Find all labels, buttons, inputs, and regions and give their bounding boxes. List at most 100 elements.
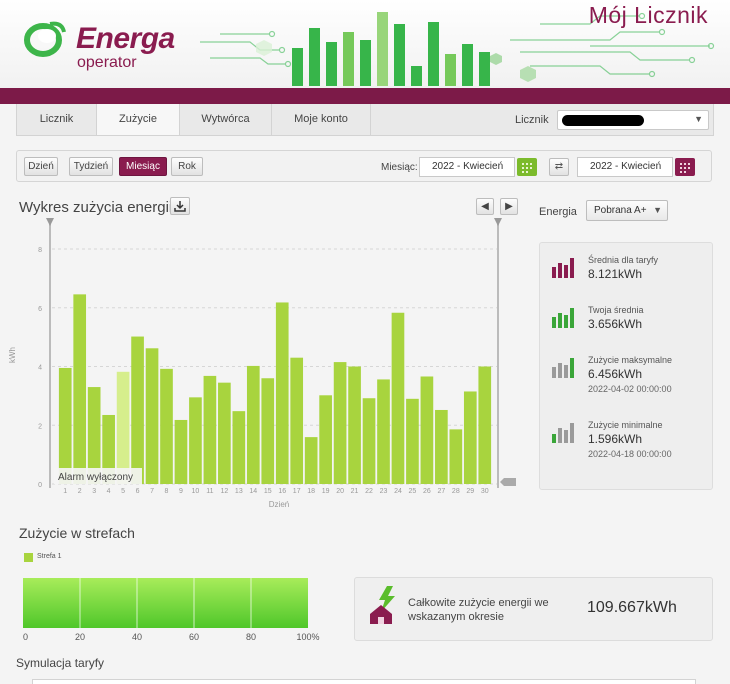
bar-day-14[interactable] [246, 365, 260, 484]
bar-day-20[interactable] [333, 362, 347, 484]
chart-title: Wykres zużycia energii [19, 199, 173, 216]
brand-sub: operator [77, 54, 137, 71]
energy-label: Energia [539, 206, 577, 218]
y-axis-title: kWh [8, 347, 17, 363]
period-day-button[interactable]: Dzień [24, 157, 58, 176]
bar-day-9[interactable] [174, 419, 188, 484]
bar-day-6[interactable] [131, 336, 144, 484]
month-to-field[interactable]: 2022 - Kwiecień [577, 157, 673, 177]
stat-label: Zużycie minimalne [588, 420, 663, 430]
y-tick-label: 4 [38, 365, 42, 372]
bar-day-13[interactable] [232, 411, 246, 484]
bar-day-25[interactable] [406, 398, 419, 484]
brand-name: Energa [76, 22, 175, 55]
energy-type-select[interactable]: Pobrana A+ ▼ [586, 200, 668, 221]
bar-day-17[interactable] [290, 357, 304, 484]
bar-day-7[interactable] [145, 348, 159, 484]
bar-day-23[interactable] [377, 379, 390, 484]
redacted-meter-id [562, 115, 644, 126]
bar-day-26[interactable] [420, 376, 434, 484]
stat-label: Średnia dla taryfy [588, 255, 659, 265]
tab-wytworca[interactable]: Wytwórca [180, 104, 272, 135]
x-tick-label: 15 [264, 488, 272, 495]
zone-axis-label: 80 [246, 632, 256, 642]
chevron-down-icon: ▼ [694, 114, 703, 124]
total-consumption-value: 109.667kWh [587, 599, 677, 616]
tab-licznik[interactable]: Licznik [17, 104, 97, 135]
arrow-right-icon[interactable]: ▶ [500, 198, 518, 215]
x-tick-label: 4 [107, 488, 111, 495]
x-tick-label: 19 [322, 488, 330, 495]
bar-day-12[interactable] [218, 382, 231, 484]
x-tick-label: 27 [437, 488, 445, 495]
bar-day-8[interactable] [160, 368, 173, 484]
bar-day-30[interactable] [478, 366, 492, 485]
bar-day-28[interactable] [449, 429, 463, 484]
simulation-title: Symulacja taryfy [16, 656, 105, 670]
x-tick-label: 11 [206, 488, 213, 495]
stat-date: 2022-04-02 00:00:00 [588, 384, 672, 394]
x-tick-label: 25 [409, 488, 417, 495]
chevron-down-icon: ▼ [653, 205, 662, 215]
bar-day-27[interactable] [435, 409, 448, 484]
period-month-button[interactable]: Miesiąc [119, 157, 167, 176]
month-label: Miesiąc: [381, 162, 418, 173]
bar-day-16[interactable] [275, 302, 289, 484]
zone-legend-label: Strefa 1 [37, 553, 62, 560]
stat-value: 3.656kWh [588, 317, 643, 331]
swap-arrows-icon[interactable]: ⇄ [549, 158, 569, 176]
period-week-button[interactable]: Tydzień [69, 157, 113, 176]
x-tick-label: 14 [249, 488, 257, 495]
bar-day-29[interactable] [463, 391, 477, 484]
header-decoration [200, 12, 715, 86]
zone-bar-strefa-1 [23, 578, 308, 628]
bar-day-24[interactable] [391, 312, 405, 484]
bar-day-3[interactable] [87, 387, 101, 484]
arrow-left-icon[interactable]: ◀ [476, 198, 494, 215]
bar-day-22[interactable] [362, 398, 376, 484]
y-tick-label: 2 [38, 423, 42, 430]
bar-day-15[interactable] [261, 378, 275, 484]
x-tick-label: 8 [165, 488, 169, 495]
bar-chart-max-icon [552, 358, 574, 378]
month-from-field[interactable]: 2022 - Kwiecień [419, 157, 515, 177]
house-energy-icon [370, 586, 395, 624]
total-consumption-label: Całkowite zużycie energii we wskazanym o… [408, 597, 549, 623]
bar-day-21[interactable] [348, 366, 361, 485]
energy-type-value: Pobrana A+ [594, 205, 647, 216]
main-nav: Licznik Zużycie Wytwórca Moje konto Licz… [16, 104, 714, 136]
bar-day-4[interactable] [102, 414, 115, 484]
stat-value: 1.596kWh [588, 432, 643, 446]
x-axis-title: Dzień [269, 500, 289, 509]
bar-day-11[interactable] [203, 375, 217, 484]
x-tick-label: 13 [235, 488, 243, 495]
zone-axis-label: 0 [23, 632, 28, 642]
bar-day-1[interactable] [58, 367, 72, 484]
tab-zuzycie[interactable]: Zużycie [97, 104, 180, 135]
period-year-button[interactable]: Rok [171, 157, 203, 176]
zones-chart: 0 20 40 60 80 100% [23, 578, 320, 642]
bar-day-19[interactable] [319, 395, 332, 484]
x-tick-label: 16 [278, 488, 286, 495]
bar-chart-green-icon [552, 308, 574, 328]
x-tick-label: 26 [423, 488, 431, 495]
stat-value: 6.456kWh [588, 367, 643, 381]
calendar-to-icon[interactable] [675, 158, 695, 176]
bar-day-18[interactable] [304, 437, 318, 484]
y-tick-label: 8 [38, 247, 42, 254]
tab-moje-konto[interactable]: Moje konto [272, 104, 371, 135]
x-tick-label: 29 [466, 488, 474, 495]
bar-day-10[interactable] [189, 397, 202, 484]
calendar-from-icon[interactable] [517, 158, 537, 176]
bar-day-5[interactable] [116, 371, 130, 484]
bar-day-2[interactable] [73, 294, 87, 484]
x-tick-label: 22 [365, 488, 373, 495]
zone-axis-label: 100% [296, 632, 319, 642]
meter-label: Licznik [515, 114, 549, 126]
zone-axis-label: 20 [75, 632, 85, 642]
meter-select[interactable]: ▼ [557, 110, 709, 130]
x-tick-label: 21 [351, 488, 359, 495]
x-tick-label: 24 [394, 488, 402, 495]
download-icon[interactable] [170, 197, 190, 215]
